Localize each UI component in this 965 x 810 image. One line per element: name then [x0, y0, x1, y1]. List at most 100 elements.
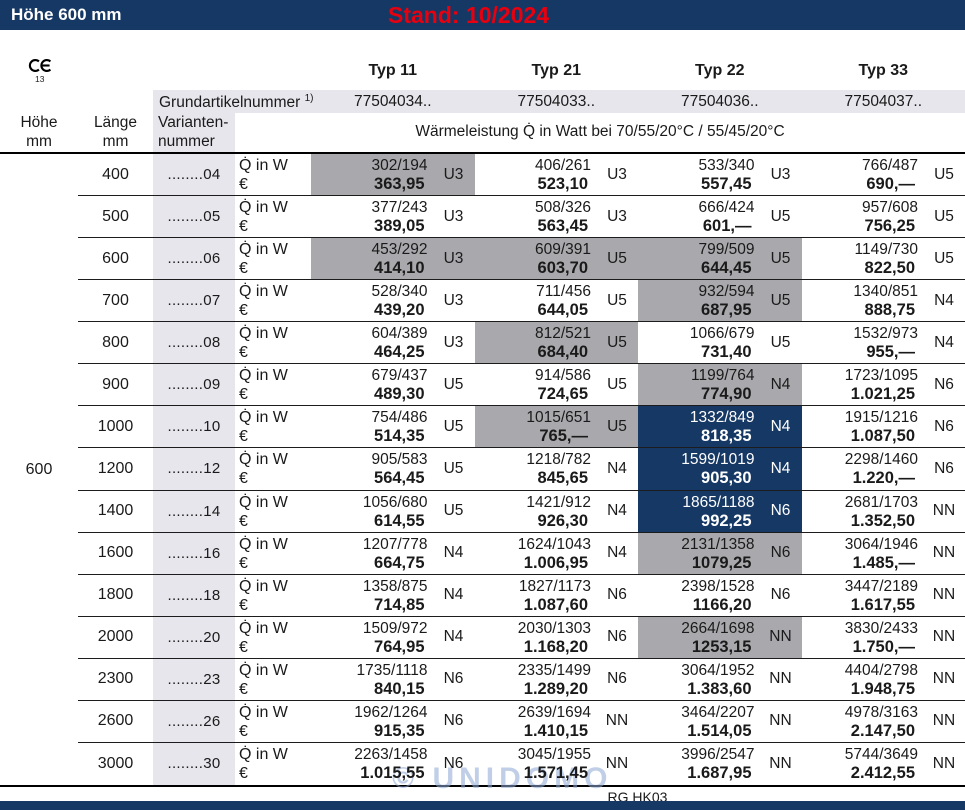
connection-code: N6	[443, 754, 464, 772]
typ-cell: 754/486 514,35 U5	[311, 406, 475, 447]
typ-cell: 1827/1173 1.087,60 N6	[475, 575, 639, 616]
watt-value: 1827/1173	[518, 577, 591, 595]
watt-value: 1532/973	[853, 325, 918, 343]
watt-value: 2298/1460	[844, 451, 918, 469]
price-value: 1.617,55	[850, 595, 915, 614]
watt-value: 1218/782	[526, 451, 591, 469]
euro-label: €	[239, 218, 248, 236]
price-value: 1.383,60	[687, 679, 752, 698]
typ-cell-values: 3064/1946 1.485,—	[802, 533, 924, 574]
watt-value: 1015/651	[526, 409, 591, 427]
connection-code: NN	[932, 586, 956, 604]
connection-code: U5	[443, 375, 464, 393]
hoehe-column-spacer	[0, 154, 78, 196]
price-value: 557,45	[701, 175, 752, 193]
price-value: 1.015,55	[360, 763, 425, 782]
typ-cell: 2398/1528 1166,20 N6	[638, 575, 802, 616]
watt-value: 812/521	[534, 325, 591, 343]
measure-labels: Q̇ in W €	[235, 491, 311, 532]
typ-cell-group: 1723/1095 1.021,25 N6	[802, 364, 965, 405]
watt-value: 4404/2798	[844, 661, 918, 679]
table-row: 900 ........09 Q̇ in W €679/437 489,30 U5 914/…	[0, 364, 965, 407]
watt-value: 2335/1499	[517, 661, 591, 679]
price-value: 845,65	[537, 469, 588, 488]
table-row: 1800 ........18 Q̇ in W €1358/875 714,85 N4 18…	[0, 575, 965, 617]
euro-label: €	[239, 512, 248, 530]
varianten-cell: ........18	[167, 586, 221, 604]
hoehe-column-spacer	[0, 743, 78, 785]
price-value: 955,—	[866, 343, 915, 362]
laenge-cell: 3000	[97, 754, 134, 772]
price-value: 464,25	[374, 343, 425, 362]
typ-cell-values: 679/437 489,30	[311, 364, 433, 405]
typ-cell-group: 2639/1694 1.410,15 NN	[475, 701, 639, 742]
table-row: 400 ........04 Q̇ in W €302/194 363,95 U3 406/…	[0, 154, 965, 197]
typ-cell: 5744/3649 2.412,55 NN	[802, 743, 965, 785]
varianten-cell: ........20	[167, 628, 221, 646]
varianten-cell: ........14	[167, 502, 221, 520]
connection-code: U5	[934, 165, 954, 183]
typ-cell-group: 1207/778 664,75 N4	[311, 533, 475, 574]
title-bar: Höhe 600 mm Stand: 10/2024	[0, 0, 965, 30]
laenge-cell: 1200	[97, 459, 134, 477]
typ-cell-group: 1332/849 818,35 N4	[638, 406, 802, 448]
varianten-cell: ........10	[167, 418, 221, 436]
watt-value: 1865/1188	[682, 493, 755, 511]
typ-cell-values: 1066/679 731,40	[638, 322, 760, 363]
watt-value: 302/194	[371, 157, 428, 174]
typ-cell-group: 1735/1118 840,15 N6	[311, 659, 475, 700]
typ-cell-group: 1149/730 822,50 U5	[802, 238, 965, 279]
typ-cell: 3996/2547 1.687,95 NN	[638, 743, 802, 785]
typ-cell-values: 4978/3163 2.147,50	[802, 701, 924, 742]
price-value: 1.087,60	[523, 595, 588, 614]
typ-cell: 1599/1019 905,30 N4	[638, 448, 802, 490]
table-row: 2300 ........23 Q̇ in W €1735/1118 840,15 N6 2…	[0, 659, 965, 701]
typ-cell: 604/389 464,25 U3	[311, 322, 475, 363]
typ-cell-group: 2030/1303 1.168,20 N6	[475, 617, 639, 658]
typ-cell-values: 1723/1095 1.021,25	[802, 364, 924, 405]
connection-code: NN	[769, 754, 792, 772]
typ-cell: 3064/1946 1.485,— NN	[802, 533, 965, 574]
watt-value: 2398/1528	[681, 577, 755, 595]
typ-cell: 1962/1264 915,35 N6	[311, 701, 475, 742]
connection-code: N6	[934, 375, 954, 393]
typ-cell-values: 528/340 439,20	[311, 280, 433, 321]
typ-cell-group: 453/292 414,10 U3	[311, 238, 475, 280]
watt-label: Q̇ in W	[239, 409, 288, 427]
typ-cell-values: 932/594 687,95	[638, 280, 760, 321]
watt-value: 2030/1303	[517, 619, 591, 637]
hoehe-column-spacer	[0, 280, 78, 322]
typ-cell: 2263/1458 1.015,55 N6	[311, 743, 475, 785]
price-value: 840,15	[374, 679, 425, 698]
typ-cell: 1199/764 774,90 N4	[638, 364, 802, 406]
connection-code: U3	[607, 207, 627, 225]
typ-cell-group: 957/608 756,25 U5	[802, 196, 965, 237]
grundartikelnummer-label: Grundartikelnummer 1)	[159, 93, 314, 112]
typ-cell: 1723/1095 1.021,25 N6	[802, 364, 965, 405]
watt-value: 609/391	[534, 241, 591, 259]
footnote-marker: 1)	[304, 93, 314, 104]
watt-value: 711/456	[536, 283, 591, 301]
typ-cell-group: 3830/2433 1.750,— NN	[802, 617, 965, 658]
price-value: 439,20	[374, 301, 425, 320]
price-value: 603,70	[537, 259, 588, 278]
laenge-cell: 2000	[97, 628, 134, 646]
price-value: 888,75	[864, 301, 915, 320]
watt-value: 3996/2547	[681, 745, 755, 763]
typ-cell: 1735/1118 840,15 N6	[311, 659, 475, 700]
typ-cell: 1340/851 888,75 N4	[802, 280, 965, 321]
price-value: 756,25	[864, 217, 915, 236]
typ-cell: 1207/778 664,75 N4	[311, 533, 475, 574]
table-body: 600 400 ........04 Q̇ in W €302/194 363,95 U3…	[0, 152, 965, 787]
typ-cell-values: 533/340 557,45	[638, 154, 760, 195]
typ-cell-group: 4978/3163 2.147,50 NN	[802, 701, 965, 742]
connection-code: U3	[443, 207, 464, 225]
measure-labels: Q̇ in W €	[235, 533, 311, 574]
connection-code: NN	[605, 754, 629, 772]
watt-value: 3830/2433	[844, 619, 918, 637]
typ-cell: 1056/680 614,55 U5	[311, 491, 475, 532]
typ-cell: 2681/1703 1.352,50 NN	[802, 491, 965, 532]
price-value: 1.687,95	[687, 763, 752, 782]
typ-cell: 2131/1358 1079,25 N6	[638, 532, 802, 574]
typ-cell: 666/424 601,— U5	[638, 196, 802, 237]
